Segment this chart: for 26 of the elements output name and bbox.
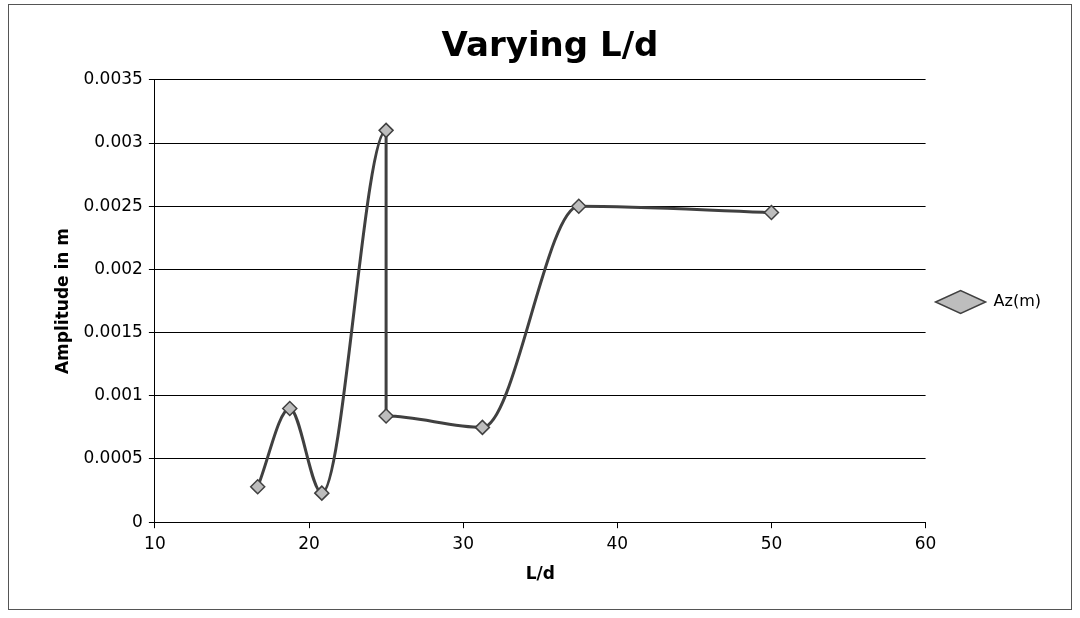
x-tick-label: 30 [452,532,474,553]
x-tick-label: 20 [298,532,320,553]
point [763,204,780,221]
y-tick-label: 0.003 [94,131,143,152]
y-tick-label: 0 [132,510,143,531]
y-tick-label: 0.0025 [83,194,143,215]
y-tick-label: 0.0005 [83,447,143,468]
x-tick-label: 50 [760,532,783,553]
x-axis-title: L/d [525,563,555,584]
x-tick-label: 10 [144,532,166,553]
point [378,122,394,139]
x-tick-label: 40 [606,532,629,553]
x-tick-label: 60 [914,532,937,553]
point [378,408,394,424]
point [314,485,330,501]
legend-label: Az(m) [993,291,1042,311]
y-tick-label: 0.0015 [83,321,143,342]
y-axis-title: Amplitude in m [51,227,72,375]
y-tick-label: 0.001 [94,384,143,405]
point [571,198,587,214]
point [282,400,298,417]
chart-title: Varying L/d [441,24,659,65]
point [249,479,266,495]
y-tick-label: 0.0035 [83,68,143,89]
y-tick-label: 0.002 [94,257,143,278]
point [474,419,491,436]
